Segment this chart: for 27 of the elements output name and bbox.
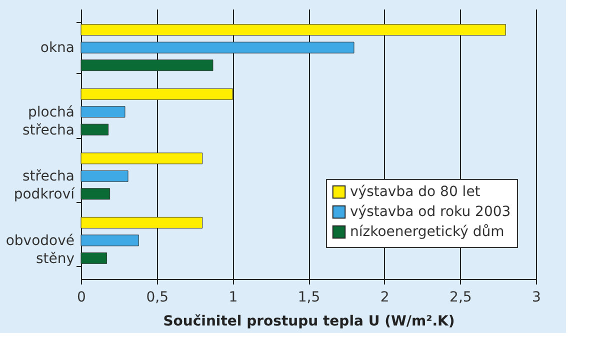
bar <box>80 42 354 54</box>
x-tick-label: 0,5 <box>146 290 168 306</box>
y-tick-label: obvodové stěny <box>6 232 74 267</box>
x-tick-label: 3 <box>532 290 541 306</box>
x-tick-label: 0 <box>77 290 86 306</box>
legend-label: výstavba od roku 2003 <box>350 204 511 220</box>
bar <box>80 234 139 246</box>
y-tick-label: plochá střecha <box>22 104 74 138</box>
x-tick-label: 1 <box>228 290 238 306</box>
legend-label: nízkoenergetický dům <box>350 224 504 240</box>
bar <box>80 124 109 136</box>
bar <box>80 252 108 264</box>
bar <box>80 216 203 228</box>
x-tick-label: 2 <box>380 290 390 306</box>
x-tick-label: 2,5 <box>450 290 472 306</box>
bar <box>80 188 110 200</box>
y-tick-label: okna <box>40 40 74 56</box>
x-axis-title: Součinitel prostupu tepla U (W/m².K) <box>163 314 455 330</box>
x-tick-label: 1,5 <box>298 290 320 306</box>
bar <box>80 152 203 164</box>
bar <box>80 88 233 100</box>
legend-label: výstavba do 80 let <box>350 184 481 200</box>
y-tick-label: střecha podkroví <box>14 168 76 203</box>
bar <box>80 24 506 36</box>
bar <box>80 106 126 118</box>
bar <box>80 170 128 182</box>
bar <box>80 60 214 72</box>
